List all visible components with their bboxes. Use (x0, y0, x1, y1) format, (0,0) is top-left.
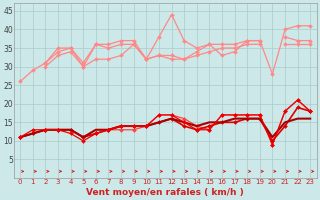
X-axis label: Vent moyen/en rafales ( km/h ): Vent moyen/en rafales ( km/h ) (86, 188, 244, 197)
